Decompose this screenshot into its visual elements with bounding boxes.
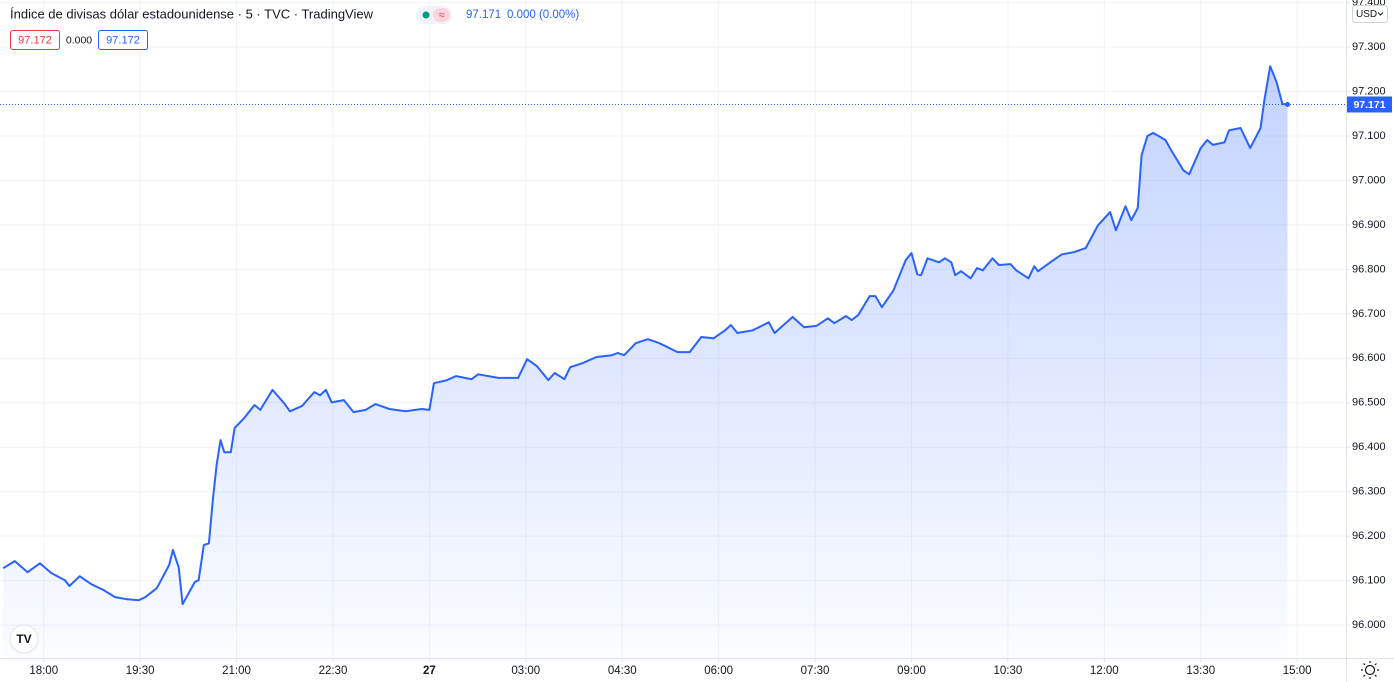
x-tick-label: 10:30 <box>994 665 1023 677</box>
y-tick-label: 96.900 <box>1352 219 1386 231</box>
currency-button[interactable] <box>1352 5 1388 23</box>
x-tick-label: 21:00 <box>222 665 251 677</box>
delay-icon <box>433 8 450 22</box>
header-last: 97.171 <box>466 9 501 21</box>
y-tick-label: 96.300 <box>1352 486 1386 498</box>
area-fill <box>3 66 1288 658</box>
x-tick-label: 09:00 <box>897 665 926 677</box>
y-tick-label: 96.700 <box>1352 308 1386 320</box>
x-tick-label: 19:30 <box>126 665 155 677</box>
x-tick-label: 13:30 <box>1186 665 1215 677</box>
plot <box>0 65 1346 658</box>
delay-symbol: ≈ <box>438 9 444 21</box>
bid-box[interactable] <box>10 30 60 50</box>
tv-logo: TV <box>16 632 31 646</box>
settings-gear <box>1364 664 1376 676</box>
last-point <box>1285 101 1291 107</box>
x-tick-label: 18:00 <box>29 665 58 677</box>
x-tick-label: 06:00 <box>704 665 733 677</box>
last-price-label: 97.171 <box>1353 99 1385 111</box>
currency-caret <box>1377 12 1384 16</box>
settings-teeth <box>1361 661 1379 679</box>
y-tick-label: 96.500 <box>1352 397 1386 409</box>
y-tick-label: 96.000 <box>1352 619 1386 631</box>
bid: 97.172 <box>18 34 52 46</box>
x-tick-label: 15:00 <box>1283 665 1312 677</box>
ask: 97.172 <box>106 34 140 46</box>
y-tick-label: 97.400 <box>1352 0 1386 9</box>
tv-logo-bg[interactable] <box>9 624 39 654</box>
x-tick-label: 22:30 <box>319 665 348 677</box>
x-tick-label: 27 <box>423 665 436 677</box>
y-tick-label: 97.000 <box>1352 174 1386 186</box>
y-tick-label: 96.800 <box>1352 263 1386 275</box>
chart-title: Índice de divisas dólar estadounidense ·… <box>10 6 374 21</box>
market-status <box>422 11 430 19</box>
axes: 96.000 96.100 96.200 96.300 96.400 96.500 96.6… <box>29 0 1392 677</box>
y-tick-label: 97.100 <box>1352 130 1386 142</box>
y-tick-label: 96.100 <box>1352 575 1386 587</box>
y-tick-label: 96.400 <box>1352 441 1386 453</box>
x-tick-label: 07:30 <box>801 665 830 677</box>
settings-icon[interactable] <box>1361 661 1379 679</box>
y-tick-label: 96.200 <box>1352 530 1386 542</box>
x-tick-label: 03:00 <box>511 665 540 677</box>
last-price-tag <box>1347 96 1392 113</box>
time-axis-bg <box>0 659 1394 682</box>
x-tick-label: 04:30 <box>608 665 637 677</box>
y-tick-label: 97.200 <box>1352 85 1386 97</box>
price-line <box>2 65 1288 606</box>
y-tick-label: 97.300 <box>1352 41 1386 53</box>
price-axis-bg <box>1347 0 1394 682</box>
y-tick-label: 96.600 <box>1352 352 1386 364</box>
x-tick-label: 12:00 <box>1090 665 1119 677</box>
spread: 0.000 <box>66 34 92 46</box>
currency: USD <box>1356 9 1377 20</box>
header-change: 0.000 (0.00%) <box>507 9 579 21</box>
ask-box[interactable] <box>98 30 148 50</box>
